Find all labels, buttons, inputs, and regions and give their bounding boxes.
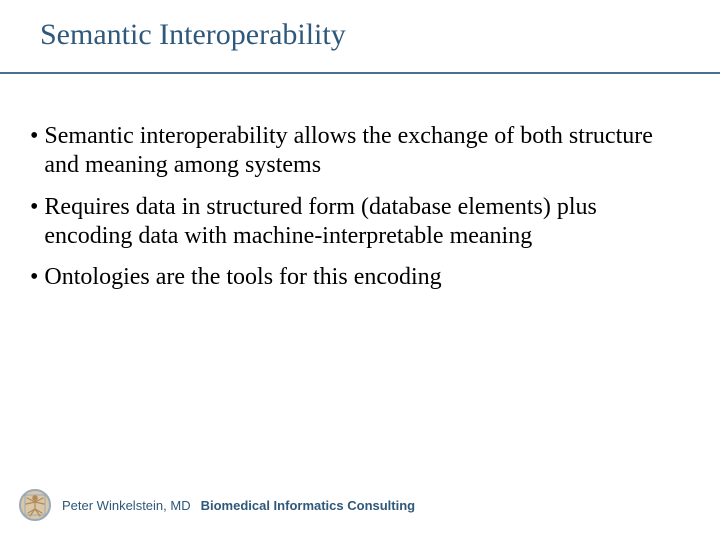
footer-text: Peter Winkelstein, MD Biomedical Informa…	[62, 498, 415, 513]
slide-body: • Semantic interoperability allows the e…	[30, 122, 690, 304]
footer-organization: Biomedical Informatics Consulting	[201, 498, 416, 513]
slide: Semantic Interoperability • Semantic int…	[0, 0, 720, 540]
bullet-item: • Ontologies are the tools for this enco…	[30, 263, 690, 292]
bullet-text: Ontologies are the tools for this encodi…	[44, 263, 690, 292]
bullet-dot-icon: •	[30, 122, 38, 151]
slide-footer: Peter Winkelstein, MD Biomedical Informa…	[18, 488, 415, 522]
vitruvian-logo-icon	[18, 488, 52, 522]
bullet-dot-icon: •	[30, 263, 38, 292]
title-divider	[0, 72, 720, 74]
bullet-item: • Semantic interoperability allows the e…	[30, 122, 690, 181]
bullet-text: Requires data in structured form (databa…	[44, 193, 690, 252]
bullet-item: • Requires data in structured form (data…	[30, 193, 690, 252]
slide-title: Semantic Interoperability	[40, 18, 346, 52]
footer-author: Peter Winkelstein, MD	[62, 498, 191, 513]
bullet-text: Semantic interoperability allows the exc…	[44, 122, 690, 181]
bullet-dot-icon: •	[30, 193, 38, 222]
